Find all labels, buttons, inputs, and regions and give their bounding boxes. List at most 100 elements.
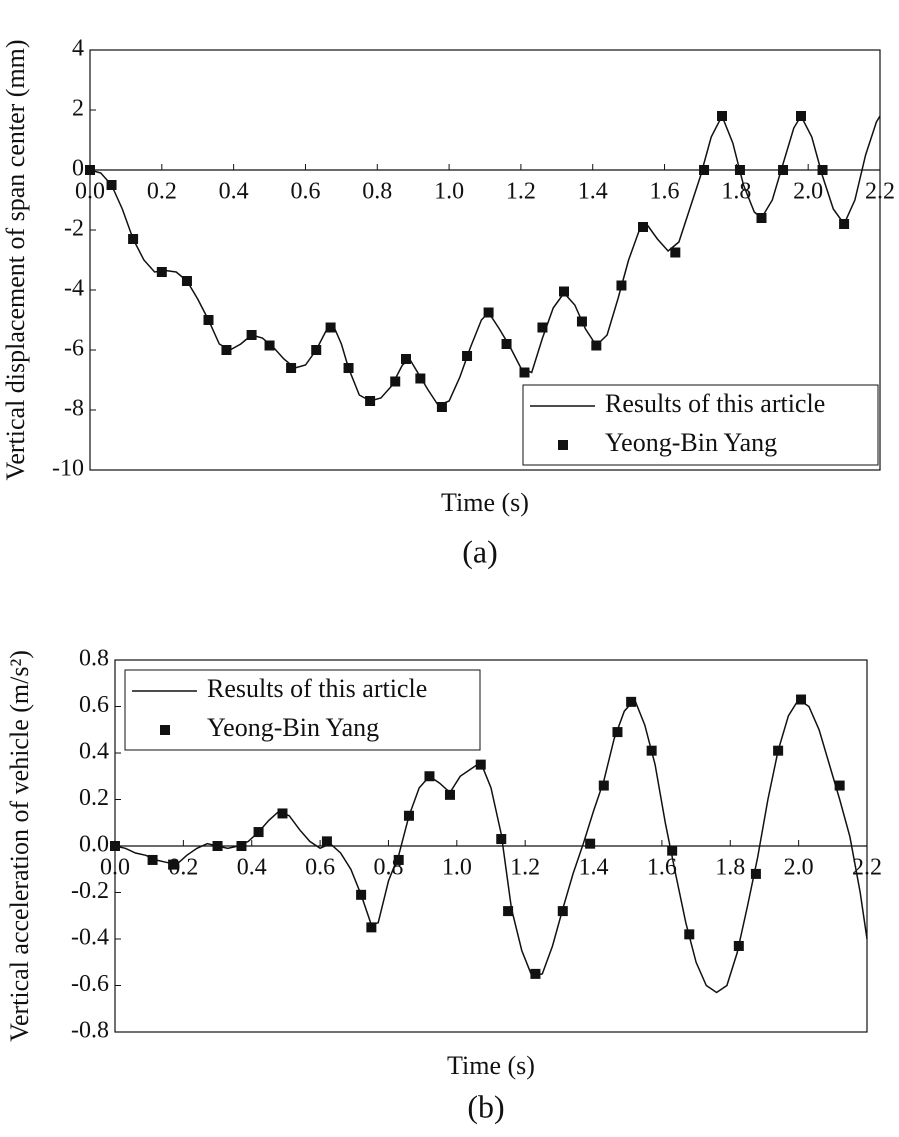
y-tick-label: 0.0 (79, 832, 109, 858)
x-tick-label: 1.2 (510, 855, 540, 881)
y-tick-label: -10 (52, 456, 84, 482)
data-point (147, 854, 158, 865)
y-tick-label: -0.8 (71, 1018, 109, 1044)
data-point (203, 315, 214, 325)
data-point (365, 396, 376, 406)
data-point (415, 373, 426, 384)
data-line (89, 114, 881, 407)
data-point (496, 834, 507, 845)
data-point (585, 838, 596, 849)
y-tick-label: 0.8 (79, 646, 109, 672)
data-point (246, 330, 257, 340)
y-tick-label: 0.2 (79, 785, 109, 811)
y-tick-label: -0.6 (71, 971, 109, 997)
caption: (a) (462, 533, 498, 569)
data-point (839, 219, 850, 229)
data-point (834, 780, 845, 791)
data-point (264, 340, 275, 351)
x-tick-label: 0.4 (237, 855, 267, 881)
x-tick-label: 1.0 (434, 179, 464, 205)
y-axis-label: Vertical acceleration of vehicle (m/s²) (5, 650, 34, 1042)
data-point (168, 859, 179, 870)
y-axis-label: Vertical displacement of span center (mm… (1, 39, 30, 480)
y-tick-label: -0.2 (71, 878, 109, 904)
caption: (b) (467, 1088, 504, 1124)
legend-label: Yeong-Bin Yang (605, 428, 777, 457)
data-point (286, 363, 297, 373)
data-point (356, 889, 367, 900)
data-point (253, 827, 264, 838)
data-point (817, 165, 828, 175)
legend: Results of this article Yeong-Bin Yang (124, 669, 481, 751)
y-tick-label: 0.6 (79, 692, 109, 718)
x-tick-label: 0.8 (362, 179, 392, 205)
data-point (401, 354, 411, 364)
data-point (778, 165, 789, 175)
legend-box (124, 669, 481, 751)
data-point (321, 836, 332, 847)
data-point (444, 789, 455, 800)
x-tick-label: 1.4 (578, 179, 608, 205)
y-tick-label: 2 (72, 96, 84, 122)
data-point (519, 367, 530, 378)
data-point (181, 276, 192, 286)
data-point (756, 213, 767, 223)
data-point (393, 854, 404, 865)
legend-label: Results of this article (605, 389, 825, 418)
data-point (106, 180, 117, 190)
x-tick-label: 2.2 (865, 179, 895, 205)
x-tick-label: 0.0 (75, 179, 105, 205)
data-point (501, 339, 512, 349)
y-tick-label: -0.4 (71, 925, 109, 951)
data-point (212, 841, 223, 851)
y-tick-label: 4 (72, 36, 84, 62)
x-tick-label: 0.4 (219, 179, 249, 205)
data-point (638, 222, 648, 232)
data-point (559, 286, 569, 297)
data-point (424, 771, 435, 782)
x-tick-label: 2.0 (784, 855, 814, 881)
legend-label: Yeong-Bin Yang (207, 713, 379, 742)
data-point (750, 868, 761, 879)
data-point (684, 929, 695, 940)
y-tick-label: 0 (72, 156, 84, 182)
x-axis-label: Time (s) (441, 488, 529, 517)
x-tick-label: 1.6 (650, 179, 680, 205)
data-point (734, 165, 745, 175)
legend: Results of this article Yeong-Bin Yang (522, 384, 879, 466)
data-point (537, 322, 548, 333)
data-point (436, 402, 447, 412)
data-point (646, 745, 657, 756)
data-point (483, 307, 494, 318)
data-point (616, 280, 627, 291)
data-point (530, 968, 541, 979)
x-tick-label: 0.0 (100, 855, 130, 881)
x-tick-label: 2.0 (793, 179, 823, 205)
y-tick-label: -4 (64, 276, 84, 302)
y-tick-label: -8 (64, 396, 84, 422)
legend-marker (160, 725, 170, 735)
data-point (366, 922, 377, 933)
data-point (733, 940, 744, 951)
data-point (699, 165, 710, 175)
x-axis-label: Time (s) (447, 1051, 535, 1080)
data-point (403, 810, 414, 821)
legend-marker (558, 440, 568, 450)
data-point (156, 267, 167, 277)
data-point (717, 111, 727, 121)
data-point (626, 696, 637, 707)
data-point (773, 745, 784, 756)
data-point (557, 906, 568, 917)
data-point (591, 340, 602, 351)
data-point (311, 345, 322, 355)
x-tick-label: 0.2 (147, 179, 177, 205)
x-tick-label: 1.4 (579, 855, 609, 881)
data-point (667, 845, 678, 856)
x-tick-label: 1.2 (506, 179, 536, 205)
data-point (503, 906, 514, 917)
data-point (670, 247, 681, 258)
data-point (598, 780, 609, 791)
data-point (277, 808, 288, 819)
